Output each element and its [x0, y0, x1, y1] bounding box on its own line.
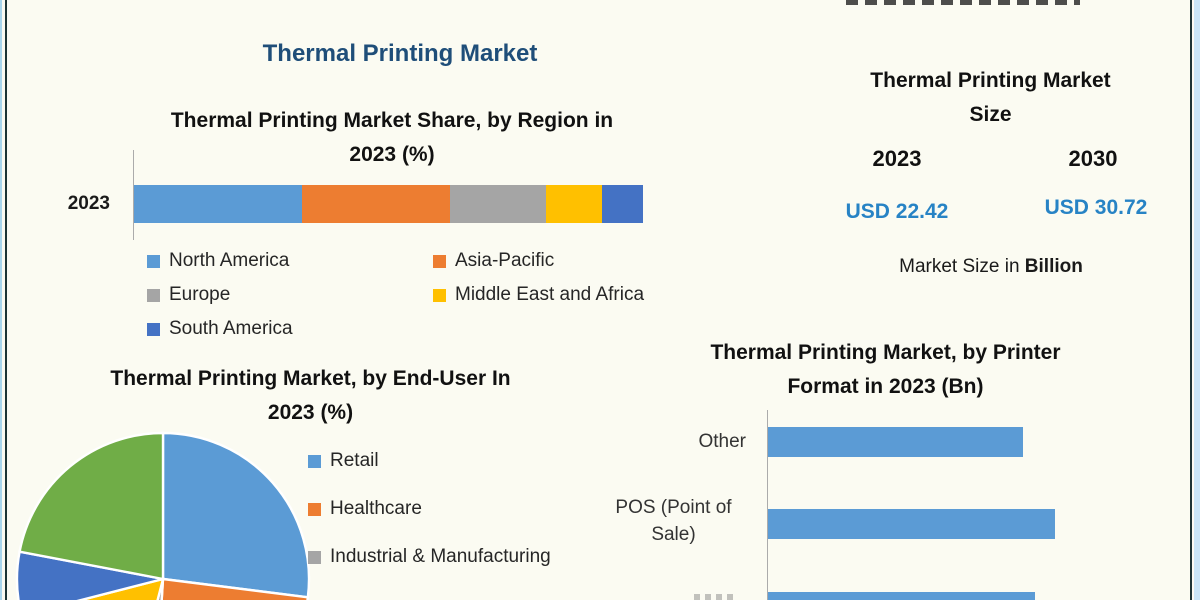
market-size-value-2030: USD 30.72	[1044, 196, 1148, 219]
region-segment-1	[134, 185, 302, 223]
region-chart-category-label: 2023	[67, 193, 110, 214]
printer-chart-title: Thermal Printing Market, by Printer Form…	[658, 336, 1113, 404]
market-size-title-line2: Size	[969, 103, 1012, 127]
legend-item-south-america: South America	[147, 318, 293, 340]
market-size-year-2030: 2030	[1068, 146, 1118, 171]
legend-swatch-asia-pacific	[433, 254, 446, 268]
region-segment-3	[449, 185, 547, 223]
legend-label-north-america: North America	[169, 250, 290, 271]
left-inner-border	[5, 0, 7, 600]
cropped-text-remnant	[846, 0, 1080, 5]
legend-label-healthcare: Healthcare	[330, 498, 422, 519]
market-size-caption-unit: Billion	[1024, 256, 1083, 277]
market-size-caption-prefix: Market Size in	[899, 256, 1025, 277]
enduser-chart-title-line1: Thermal Printing Market, by End-User In	[110, 367, 511, 390]
region-chart-title-line1: Thermal Printing Market Share, by Region…	[170, 109, 614, 132]
pie-slice-1	[161, 431, 311, 599]
printer-bar-other	[768, 427, 1023, 457]
legend-label-europe: Europe	[169, 284, 231, 305]
legend-label-industrial-manufacturing: Industrial & Manufacturing	[330, 546, 551, 567]
enduser-pie-svg	[15, 431, 311, 600]
page-title: Thermal Printing Market	[262, 40, 538, 67]
legend-swatch-industrial-manufacturing	[308, 550, 321, 564]
market-size-caption: Market Size in Billion	[840, 256, 1142, 278]
printer-chart-title-line1: Thermal Printing Market, by Printer	[710, 341, 1061, 364]
enduser-chart-title: Thermal Printing Market, by End-User In …	[58, 362, 563, 430]
legend-label-middle-east-africa: Middle East and Africa	[455, 284, 645, 305]
printer-bar-pos	[768, 509, 1055, 539]
region-segment-4	[546, 185, 603, 223]
pie-slice-6	[18, 431, 165, 581]
market-size-year-2023: 2023	[872, 146, 922, 171]
legend-item-asia-pacific: Asia-Pacific	[433, 250, 554, 272]
legend-item-middle-east-africa: Middle East and Africa	[433, 284, 644, 306]
left-outer-border	[0, 0, 2, 600]
region-chart-title-line2: 2023 (%)	[349, 143, 435, 167]
legend-item-healthcare: Healthcare	[308, 498, 422, 520]
legend-item-north-america: North America	[147, 250, 289, 272]
legend-swatch-retail	[308, 454, 321, 468]
enduser-chart-title-line2: 2023 (%)	[267, 401, 354, 425]
right-outer-border	[1194, 0, 1200, 600]
legend-swatch-south-america	[147, 322, 160, 336]
region-stacked-bar	[134, 185, 643, 223]
printer-bar-cropped	[768, 592, 1035, 600]
legend-label-south-america: South America	[169, 318, 293, 339]
printer-chart-axis-line	[767, 410, 768, 600]
legend-item-industrial-manufacturing: Industrial & Manufacturing	[308, 546, 551, 568]
legend-item-europe: Europe	[147, 284, 230, 306]
legend-swatch-middle-east-africa	[433, 288, 446, 302]
cropped-category-label-remnant	[694, 594, 736, 600]
printer-category-label-pos: POS (Point of Sale)	[615, 497, 732, 545]
pie-slice-2	[160, 577, 310, 600]
market-size-value-2023: USD 22.42	[845, 200, 949, 223]
right-inner-border	[1190, 0, 1192, 600]
market-size-title: Thermal Printing Market Size	[838, 64, 1143, 132]
region-segment-2	[301, 185, 450, 223]
market-size-title-line1: Thermal Printing Market	[870, 69, 1111, 92]
legend-swatch-healthcare	[308, 502, 321, 516]
legend-item-retail: Retail	[308, 450, 379, 472]
legend-swatch-europe	[147, 288, 160, 302]
legend-label-retail: Retail	[330, 450, 379, 471]
printer-chart-title-line2: Format in 2023 (Bn)	[787, 375, 984, 399]
printer-category-label-other: Other	[698, 431, 746, 452]
legend-swatch-north-america	[147, 254, 160, 268]
enduser-pie-chart	[15, 431, 311, 600]
region-chart-title: Thermal Printing Market Share, by Region…	[128, 104, 656, 172]
region-segment-5	[602, 185, 643, 223]
region-chart-axis-line	[133, 150, 134, 240]
legend-label-asia-pacific: Asia-Pacific	[455, 250, 555, 271]
